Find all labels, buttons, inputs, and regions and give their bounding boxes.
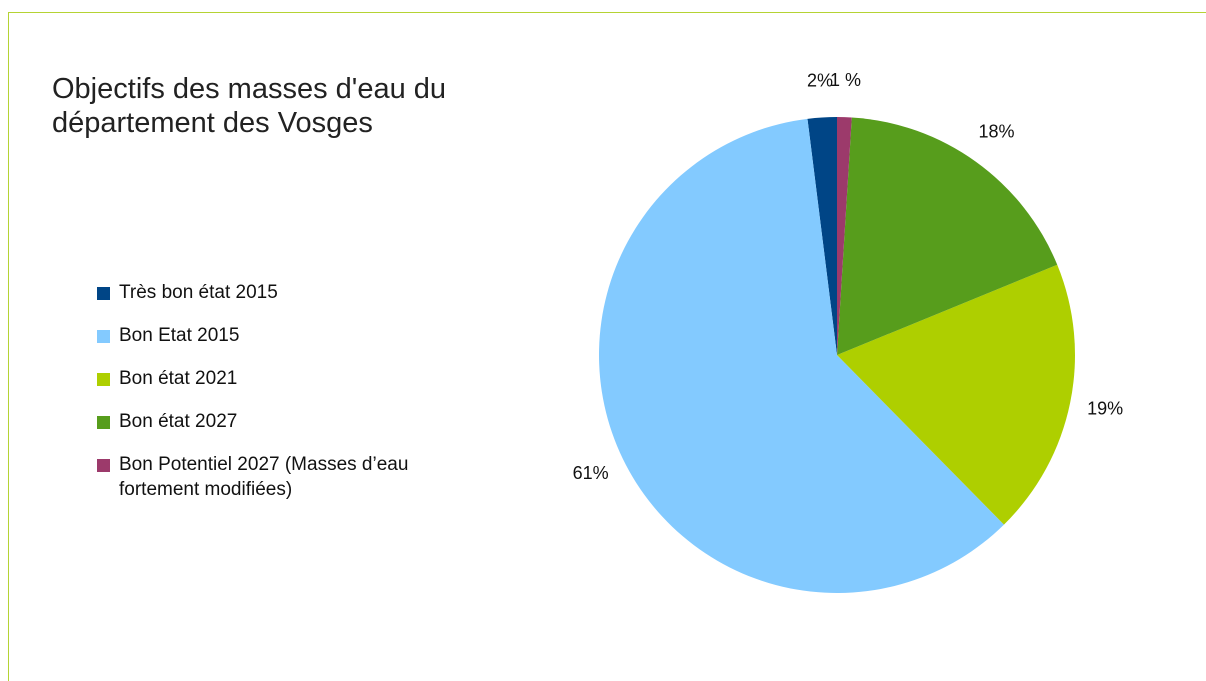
legend: Très bon état 2015 Bon Etat 2015 Bon état … [97,280,477,520]
legend-item: Très bon état 2015 [97,280,477,305]
chart-frame [8,12,1206,681]
data-label: 1 % [830,70,861,90]
legend-label: Bon Potentiel 2027 (Masses d’eau forteme… [119,454,409,500]
chart-title: Objectifs des masses d'eau du départemen… [52,73,447,139]
pie-slice [599,118,1004,593]
legend-label: Très bon état 2015 [119,282,278,303]
legend-label: Bon Etat 2015 [119,325,240,346]
legend-swatch [97,330,110,343]
data-label: 2% [807,71,833,91]
legend-swatch [97,287,110,300]
legend-item: Bon état 2027 [97,409,477,434]
legend-item: Bon Etat 2015 [97,323,477,348]
legend-swatch [97,416,110,429]
pie-slice [837,117,1058,355]
data-label: 19% [1087,399,1123,419]
legend-label: Bon état 2021 [119,368,238,389]
legend-item: Bon état 2021 [97,366,477,391]
data-label: 18% [978,121,1014,141]
legend-swatch [97,373,110,386]
pie-slice [807,117,837,355]
pie-slice [837,117,852,355]
legend-swatch [97,459,110,472]
legend-label: Bon état 2027 [119,411,238,432]
data-label: 61% [573,463,609,483]
legend-item: Bon Potentiel 2027 (Masses d’eau forteme… [97,452,477,502]
pie-slice [837,264,1076,525]
